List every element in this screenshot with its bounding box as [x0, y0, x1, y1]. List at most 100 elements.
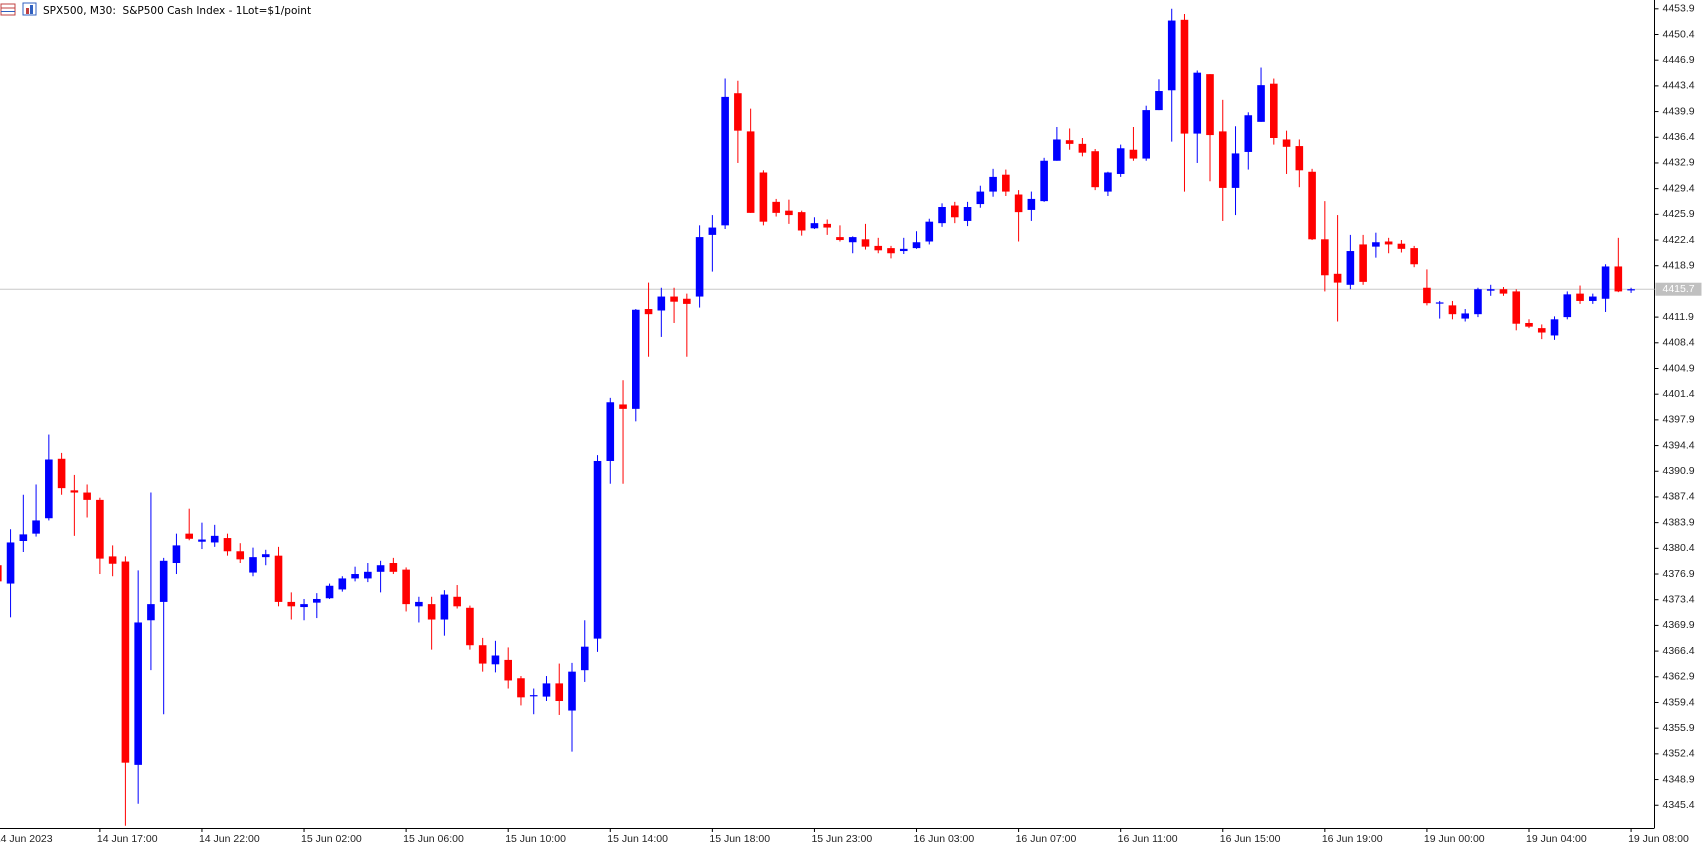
y-tick-label: 4390.9	[1663, 465, 1695, 477]
candle-body	[874, 245, 883, 251]
current-price-box	[1655, 282, 1702, 296]
candle-body	[210, 535, 219, 543]
x-tick-label: 15 Jun 02:00	[301, 833, 362, 845]
candle-body	[249, 557, 257, 573]
candle-body	[313, 598, 321, 603]
candle-body	[351, 574, 359, 579]
candle-body	[325, 585, 334, 599]
icon-chart	[22, 2, 37, 16]
y-tick-label: 4383.9	[1663, 516, 1695, 528]
candle-body	[453, 596, 461, 607]
candle-body	[517, 678, 525, 698]
candle-body	[593, 460, 602, 639]
candle-body	[810, 223, 819, 229]
candle-body	[1537, 328, 1546, 333]
candle-body	[759, 172, 768, 222]
candle-body	[963, 207, 972, 221]
candle-body	[1231, 153, 1240, 188]
x-tick-label: 19 Jun 08:00	[1628, 833, 1689, 845]
candle-body	[1308, 171, 1316, 240]
candle-body	[734, 93, 742, 131]
candle-body	[1282, 139, 1291, 147]
candle-body	[1218, 131, 1227, 188]
y-tick-label: 4429.4	[1663, 182, 1695, 194]
x-tick-label: 16 Jun 07:00	[1016, 833, 1077, 845]
candle-body	[1257, 85, 1265, 122]
candle-body	[108, 556, 117, 564]
y-tick-label: 4362.9	[1663, 671, 1695, 683]
y-tick-label: 4411.9	[1663, 311, 1694, 323]
candle-body	[861, 239, 870, 247]
candle-body	[1321, 239, 1329, 276]
x-tick-label: 15 Jun 10:00	[505, 833, 566, 845]
candle-body	[1180, 19, 1189, 134]
candle-body	[159, 560, 168, 602]
candle-body	[466, 607, 474, 646]
candle-body	[134, 622, 142, 765]
candle-body	[1244, 115, 1253, 152]
y-tick-label: 4376.9	[1663, 568, 1695, 580]
candle-body	[683, 298, 691, 304]
candle-body	[1372, 242, 1380, 247]
candle-body	[1053, 139, 1061, 161]
candle-body	[376, 565, 385, 572]
candle-body	[606, 402, 615, 461]
candle-body	[1129, 149, 1138, 159]
y-tick-label: 4373.4	[1663, 593, 1695, 605]
icon-bar	[26, 8, 29, 14]
candle-body	[1589, 296, 1597, 301]
candle-body	[57, 458, 66, 489]
y-tick-label: 4443.4	[1663, 80, 1695, 92]
candle-body	[274, 555, 283, 602]
candle-body	[6, 542, 15, 584]
chart-title: SPX500, M30: S&P500 Cash Index - 1Lot=$1…	[43, 5, 311, 17]
candle-body	[287, 601, 296, 607]
candle-body	[1486, 289, 1495, 291]
candle-body	[1384, 241, 1393, 245]
y-tick-label: 4387.4	[1663, 491, 1695, 503]
candle-body	[300, 604, 308, 608]
candle-body	[632, 309, 640, 409]
x-tick-label: 19 Jun 00:00	[1424, 833, 1485, 845]
y-tick-label: 4380.4	[1663, 542, 1695, 554]
candle-body	[364, 571, 372, 579]
candle-body	[772, 201, 780, 213]
candle-body	[580, 646, 589, 671]
candle-body	[1270, 83, 1278, 138]
candle-body	[1002, 174, 1010, 192]
y-tick-label: 4394.4	[1663, 439, 1695, 451]
candle-body	[1116, 148, 1125, 174]
candle-body	[83, 492, 91, 500]
x-tick-label: 15 Jun 14:00	[607, 833, 668, 845]
candle-body	[1078, 143, 1087, 153]
candle-body	[1601, 266, 1610, 299]
candle-body	[1295, 146, 1304, 171]
x-tick-label: 14 Jun 22:00	[199, 833, 260, 845]
y-tick-label: 4439.9	[1663, 105, 1695, 117]
y-tick-label: 4404.9	[1663, 362, 1695, 374]
candle-body	[848, 237, 857, 243]
icon-bar	[30, 5, 33, 14]
candle-body	[899, 248, 908, 252]
candle-body	[1410, 248, 1418, 265]
candle-body	[389, 563, 398, 572]
candle-body	[1040, 160, 1048, 202]
candle-body	[1423, 287, 1431, 304]
candle-body	[19, 534, 28, 541]
y-tick-label: 4418.9	[1663, 260, 1695, 272]
candle-body	[708, 227, 717, 235]
candle-body	[1065, 140, 1074, 144]
candle-body	[1614, 266, 1623, 292]
y-tick-label: 4348.9	[1663, 773, 1695, 785]
candle-body	[823, 223, 831, 228]
candles	[0, 8, 1635, 826]
x-tick-label: 15 Jun 06:00	[403, 833, 464, 845]
y-tick-label: 4366.4	[1663, 645, 1695, 657]
candle-body	[1435, 302, 1444, 304]
candle-body	[721, 96, 729, 226]
candle-body	[746, 131, 755, 213]
x-tick-label: 16 Jun 19:00	[1322, 833, 1383, 845]
y-tick-label: 4453.9	[1663, 3, 1695, 15]
